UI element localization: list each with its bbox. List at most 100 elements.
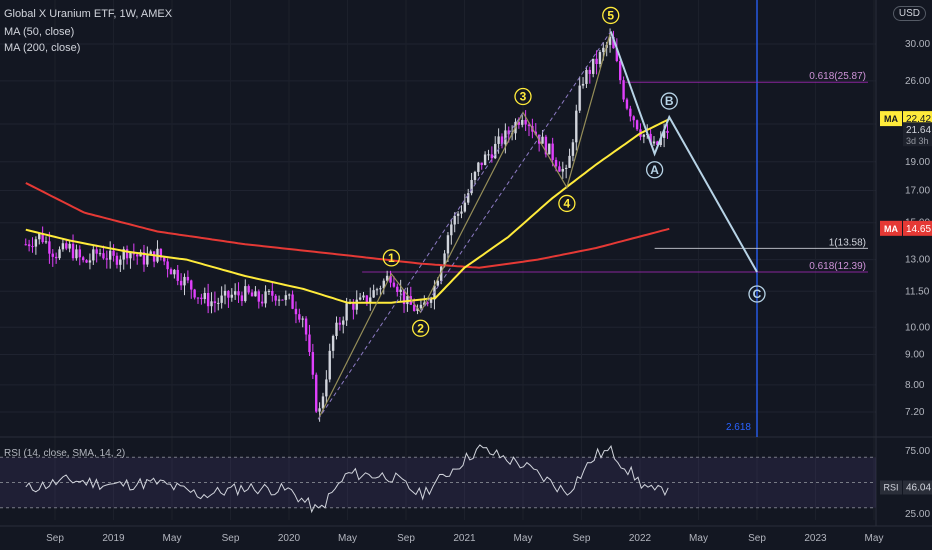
- candle-body: [244, 286, 247, 302]
- candle-body: [71, 243, 75, 259]
- last-price-badge: [903, 122, 932, 147]
- candle-body: [554, 159, 558, 167]
- candle-body: [534, 131, 537, 135]
- candle-body: [34, 239, 38, 247]
- candle-body: [277, 299, 281, 301]
- wave-label-circle: [748, 285, 766, 303]
- candle-body: [379, 288, 382, 290]
- candle-body: [85, 260, 88, 263]
- wave-label-3: 3: [520, 90, 527, 104]
- candle-body: [342, 320, 345, 325]
- candle-body: [227, 290, 230, 298]
- candle-body: [372, 290, 375, 298]
- candle-body: [200, 297, 203, 300]
- candle-body: [365, 295, 369, 303]
- wave-channel: [420, 31, 612, 313]
- candle-body: [186, 276, 190, 281]
- candle-body: [68, 243, 71, 249]
- ma200-tag: [880, 220, 902, 236]
- candle-body: [544, 136, 548, 155]
- candle-body: [98, 253, 102, 255]
- candle-body: [288, 294, 291, 296]
- price-tick-label: 19.00: [905, 157, 930, 168]
- ma200-legend: MA (200, close): [4, 42, 81, 54]
- candle-body: [166, 261, 169, 270]
- wave-label-C: C: [753, 287, 762, 301]
- corrective-wave-path: [609, 31, 758, 273]
- candle-body: [213, 301, 217, 304]
- candle-body: [301, 318, 304, 320]
- candle-body: [581, 83, 585, 86]
- candle-body: [44, 241, 48, 243]
- price-tick-label: 8.00: [905, 380, 925, 391]
- candle-body: [88, 260, 92, 263]
- candle-body: [112, 250, 115, 256]
- ma50-value-text: 22.42: [906, 114, 931, 125]
- candle-body: [369, 297, 372, 303]
- candle-body: [24, 244, 27, 246]
- ma50-tag: [880, 111, 902, 127]
- candle-body: [308, 334, 311, 353]
- candle-body: [521, 119, 524, 125]
- candle-body: [65, 243, 68, 249]
- price-tick-label: 11.50: [905, 286, 930, 297]
- candle-body: [95, 249, 98, 254]
- candle-body: [274, 295, 277, 301]
- fib-level-label: 1(13.58): [829, 237, 866, 248]
- price-tick-label: 10.00: [905, 322, 930, 333]
- candle-body: [443, 253, 446, 267]
- candle-body: [396, 286, 399, 293]
- candle-body: [250, 292, 254, 297]
- ma200-tag-text: MA: [884, 224, 898, 234]
- candle-body: [399, 289, 402, 293]
- time-tick-label: 2020: [278, 533, 301, 544]
- candle-body: [217, 302, 220, 304]
- candle-body: [541, 136, 544, 144]
- candle-body: [173, 269, 176, 275]
- candle-body: [558, 166, 561, 172]
- candle-body: [382, 280, 385, 289]
- fib-level-label: 0.618(25.87): [809, 71, 866, 82]
- candle-body: [315, 374, 318, 412]
- price-tick-label: 9.00: [905, 349, 925, 360]
- candle-body: [281, 299, 284, 301]
- wave-label-4: 4: [564, 196, 571, 210]
- candle-body: [362, 295, 365, 298]
- candle-body: [500, 136, 504, 145]
- candle-body: [588, 69, 592, 74]
- wave-label-circle: [645, 161, 664, 179]
- candle-body: [450, 224, 453, 236]
- candle-body: [629, 108, 632, 117]
- candle-body: [548, 143, 551, 155]
- candle-body: [122, 249, 125, 260]
- candle-body: [328, 350, 331, 380]
- candle-body: [460, 211, 463, 214]
- currency-badge[interactable]: USD: [892, 6, 926, 21]
- candle-body: [27, 244, 31, 247]
- candle-body: [223, 290, 227, 296]
- candle-body: [230, 294, 233, 298]
- candle-body: [477, 162, 480, 172]
- candle-body: [446, 235, 450, 254]
- rsi-tag: [880, 480, 902, 495]
- candle-body: [419, 304, 423, 309]
- rsi-tag-text: RSI: [883, 482, 898, 492]
- candle-body: [163, 257, 166, 262]
- candle-body: [497, 136, 500, 144]
- candle-body: [598, 52, 602, 65]
- candle-body: [196, 297, 200, 299]
- candle-body: [271, 291, 274, 296]
- candle-body: [642, 134, 646, 137]
- candle-body: [385, 275, 389, 281]
- candle-body: [423, 302, 426, 305]
- candle-body: [183, 276, 186, 286]
- wave-label-circle: [660, 92, 678, 110]
- candle-body: [142, 252, 146, 265]
- candle-body: [490, 154, 494, 159]
- wave-label-circle: [602, 6, 620, 25]
- candle-body: [355, 299, 358, 310]
- candle-body: [237, 291, 240, 296]
- ma50-line: [25, 118, 670, 304]
